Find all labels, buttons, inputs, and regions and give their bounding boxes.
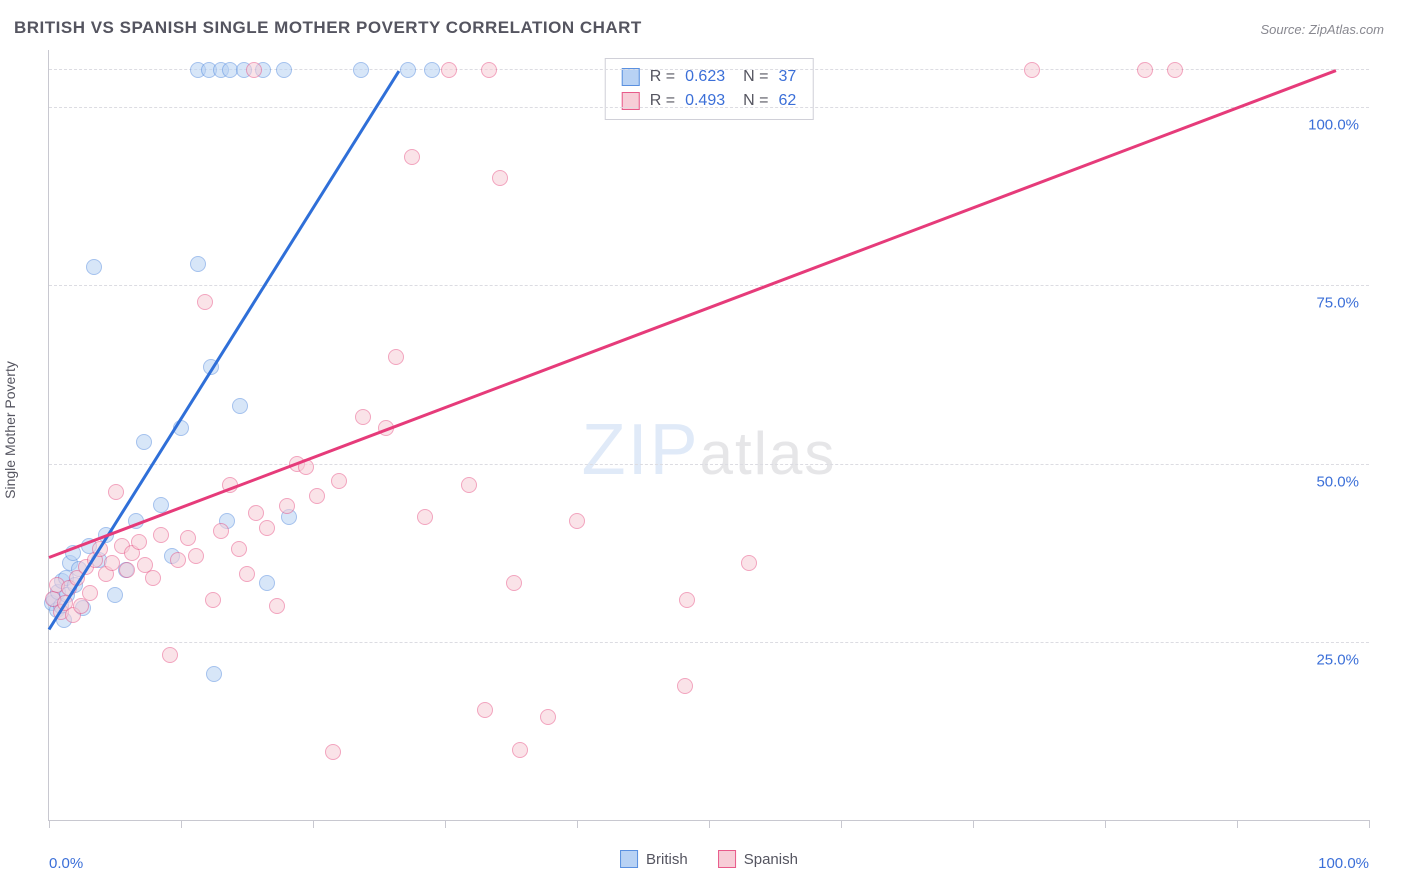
legend-swatch [718, 850, 736, 868]
y-axis-title: Single Mother Poverty [2, 361, 18, 499]
data-point [492, 170, 508, 186]
data-point [388, 349, 404, 365]
legend-row: R = 0.493 N = 62 [622, 89, 797, 113]
data-point [279, 498, 295, 514]
x-tick [1369, 820, 1370, 828]
data-point [477, 702, 493, 718]
legend-label: Spanish [744, 851, 798, 868]
data-point [119, 562, 135, 578]
data-point [259, 520, 275, 536]
data-point [131, 534, 147, 550]
gridline [49, 464, 1369, 465]
legend-item: British [620, 850, 688, 868]
data-point [417, 509, 433, 525]
trend-line [48, 70, 400, 630]
data-point [461, 477, 477, 493]
legend-series: British Spanish [620, 850, 798, 868]
data-point [741, 555, 757, 571]
data-point [269, 598, 285, 614]
gridline [49, 285, 1369, 286]
legend-swatch [620, 850, 638, 868]
x-tick [445, 820, 446, 828]
data-point [506, 575, 522, 591]
data-point [231, 541, 247, 557]
legend-correlation: R = 0.623N = 37R = 0.493N = 62 [605, 58, 814, 120]
data-point [82, 585, 98, 601]
data-point [353, 62, 369, 78]
y-tick-label: 100.0% [1308, 117, 1359, 134]
x-tick [841, 820, 842, 828]
data-point [1167, 62, 1183, 78]
x-tick-label: 100.0% [1318, 855, 1369, 872]
data-point [246, 62, 262, 78]
data-point [331, 473, 347, 489]
plot-area: ZIPatlas R = 0.623N = 37R = 0.493N = 62 … [48, 50, 1369, 821]
data-point [309, 488, 325, 504]
x-tick [1105, 820, 1106, 828]
legend-n-value: 62 [778, 89, 796, 113]
data-point [248, 505, 264, 521]
data-point [441, 62, 457, 78]
data-point [276, 62, 292, 78]
data-point [205, 592, 221, 608]
watermark-big: ZIP [582, 410, 700, 490]
gridline [49, 642, 1369, 643]
data-point [180, 530, 196, 546]
data-point [86, 259, 102, 275]
data-point [404, 149, 420, 165]
legend-swatch [622, 68, 640, 86]
y-tick-label: 75.0% [1316, 295, 1359, 312]
gridline [49, 107, 1369, 108]
watermark-small: atlas [700, 420, 837, 487]
data-point [213, 523, 229, 539]
data-point [197, 294, 213, 310]
data-point [107, 587, 123, 603]
y-tick-label: 25.0% [1316, 651, 1359, 668]
data-point [679, 592, 695, 608]
x-tick [181, 820, 182, 828]
x-tick [577, 820, 578, 828]
data-point [259, 575, 275, 591]
data-point [512, 742, 528, 758]
legend-item: Spanish [718, 850, 798, 868]
data-point [540, 709, 556, 725]
x-tick [973, 820, 974, 828]
watermark: ZIPatlas [582, 409, 837, 491]
data-point [162, 647, 178, 663]
x-tick [49, 820, 50, 828]
trend-line [48, 69, 1336, 559]
legend-n-label: N = [743, 89, 768, 113]
data-point [569, 513, 585, 529]
data-point [108, 484, 124, 500]
y-tick-label: 50.0% [1316, 473, 1359, 490]
data-point [325, 744, 341, 760]
x-tick [1237, 820, 1238, 828]
chart-title: BRITISH VS SPANISH SINGLE MOTHER POVERTY… [14, 18, 642, 38]
data-point [1137, 62, 1153, 78]
data-point [400, 62, 416, 78]
x-tick [709, 820, 710, 828]
data-point [424, 62, 440, 78]
legend-label: British [646, 851, 688, 868]
legend-r-value: 0.493 [685, 89, 725, 113]
data-point [677, 678, 693, 694]
source-label: Source: ZipAtlas.com [1260, 22, 1384, 37]
data-point [239, 566, 255, 582]
data-point [136, 434, 152, 450]
data-point [188, 548, 204, 564]
x-tick-label: 0.0% [49, 855, 83, 872]
x-tick [313, 820, 314, 828]
data-point [232, 398, 248, 414]
data-point [355, 409, 371, 425]
legend-r-label: R = [650, 89, 675, 113]
data-point [481, 62, 497, 78]
data-point [1024, 62, 1040, 78]
data-point [145, 570, 161, 586]
data-point [190, 256, 206, 272]
data-point [206, 666, 222, 682]
data-point [170, 552, 186, 568]
data-point [153, 527, 169, 543]
